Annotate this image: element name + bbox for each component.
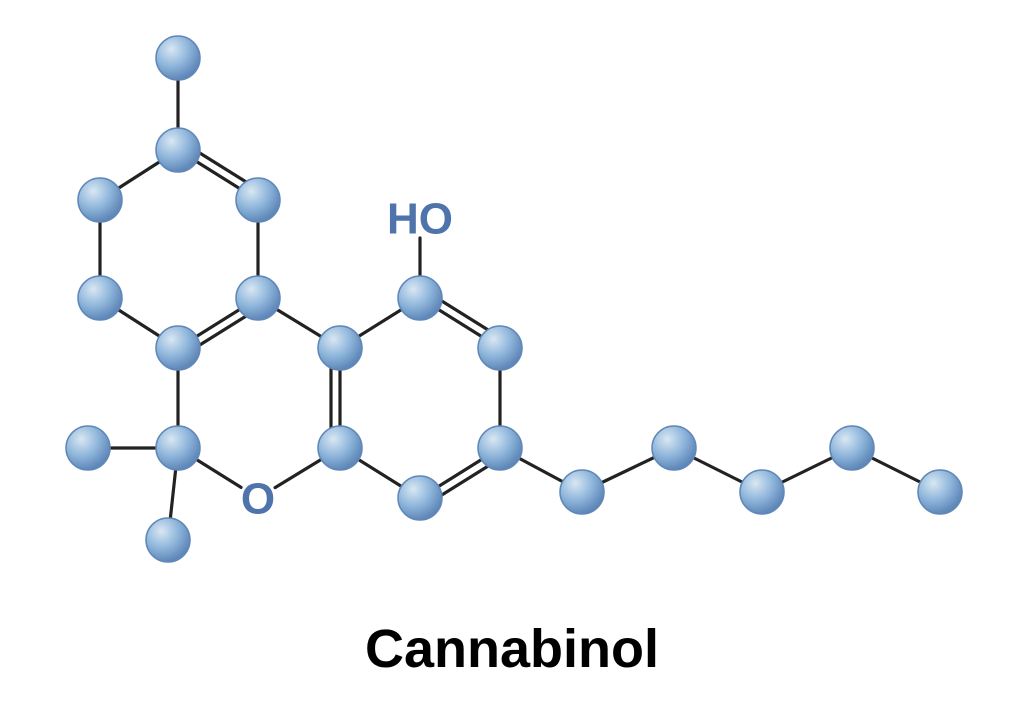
atom-label: O (241, 474, 275, 523)
bonds-layer (88, 58, 940, 540)
atoms-layer (66, 36, 962, 562)
atom-sphere (156, 426, 200, 470)
atom-sphere (78, 276, 122, 320)
molecule-figure: O HO Cannabinol (0, 0, 1024, 704)
atom-sphere (478, 326, 522, 370)
atom-label: HO (387, 194, 453, 243)
atom-sphere (318, 326, 362, 370)
atom-sphere (156, 128, 200, 172)
atom-sphere (146, 518, 190, 562)
atom-sphere (156, 36, 200, 80)
molecule-svg: O HO (0, 0, 1024, 704)
atom-sphere (318, 426, 362, 470)
atom-sphere (560, 470, 604, 514)
atom-sphere (830, 426, 874, 470)
atom-sphere (78, 178, 122, 222)
bond-inner (193, 312, 253, 349)
bond-inner (435, 297, 495, 334)
atom-sphere (398, 476, 442, 520)
atom-sphere (652, 426, 696, 470)
atom-sphere (236, 276, 280, 320)
bond-inner (193, 149, 253, 186)
atom-sphere (66, 426, 110, 470)
atom-sphere (478, 426, 522, 470)
atom-sphere (398, 276, 442, 320)
atom-sphere (156, 326, 200, 370)
molecule-title: Cannabinol (0, 618, 1024, 680)
bond-inner (435, 462, 495, 499)
atom-sphere (918, 470, 962, 514)
atom-sphere (236, 178, 280, 222)
atom-sphere (740, 470, 784, 514)
